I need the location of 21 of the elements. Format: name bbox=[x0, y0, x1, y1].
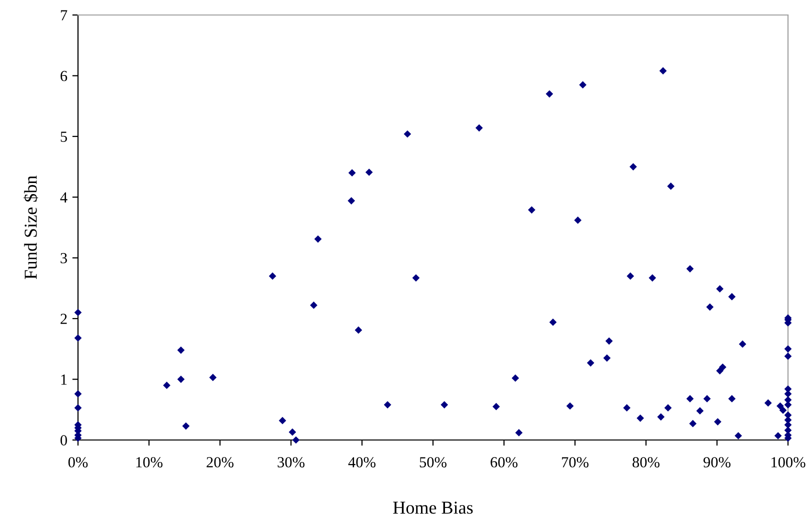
y-tick-label: 0 bbox=[60, 435, 67, 446]
x-tick-label: 80% bbox=[632, 457, 660, 468]
y-tick-label: 4 bbox=[60, 192, 68, 202]
x-tick-label: 10% bbox=[136, 457, 162, 468]
y-axis-title: Fund Size $bn bbox=[24, 176, 38, 280]
x-axis-title: Home Bias bbox=[393, 502, 473, 514]
x-tick-label: 60% bbox=[490, 457, 518, 468]
x-tick-label: 90% bbox=[703, 457, 730, 468]
x-tick-label: 40% bbox=[348, 457, 376, 468]
y-tick-label: 5 bbox=[60, 132, 67, 142]
y-tick-label: 3 bbox=[60, 253, 67, 264]
x-tick-label: 30% bbox=[278, 457, 304, 468]
x-tick-label: 0% bbox=[68, 457, 88, 468]
x-tick-label: 20% bbox=[206, 457, 234, 468]
x-tick-label: 100% bbox=[772, 457, 806, 468]
x-tick-label: 50% bbox=[420, 457, 446, 468]
y-tick-label: 2 bbox=[60, 314, 67, 324]
y-tick-label: 1 bbox=[61, 374, 67, 385]
x-tick-label: 70% bbox=[562, 457, 588, 468]
y-tick-label: 7 bbox=[60, 10, 68, 20]
y-tick-label: 6 bbox=[60, 70, 68, 82]
